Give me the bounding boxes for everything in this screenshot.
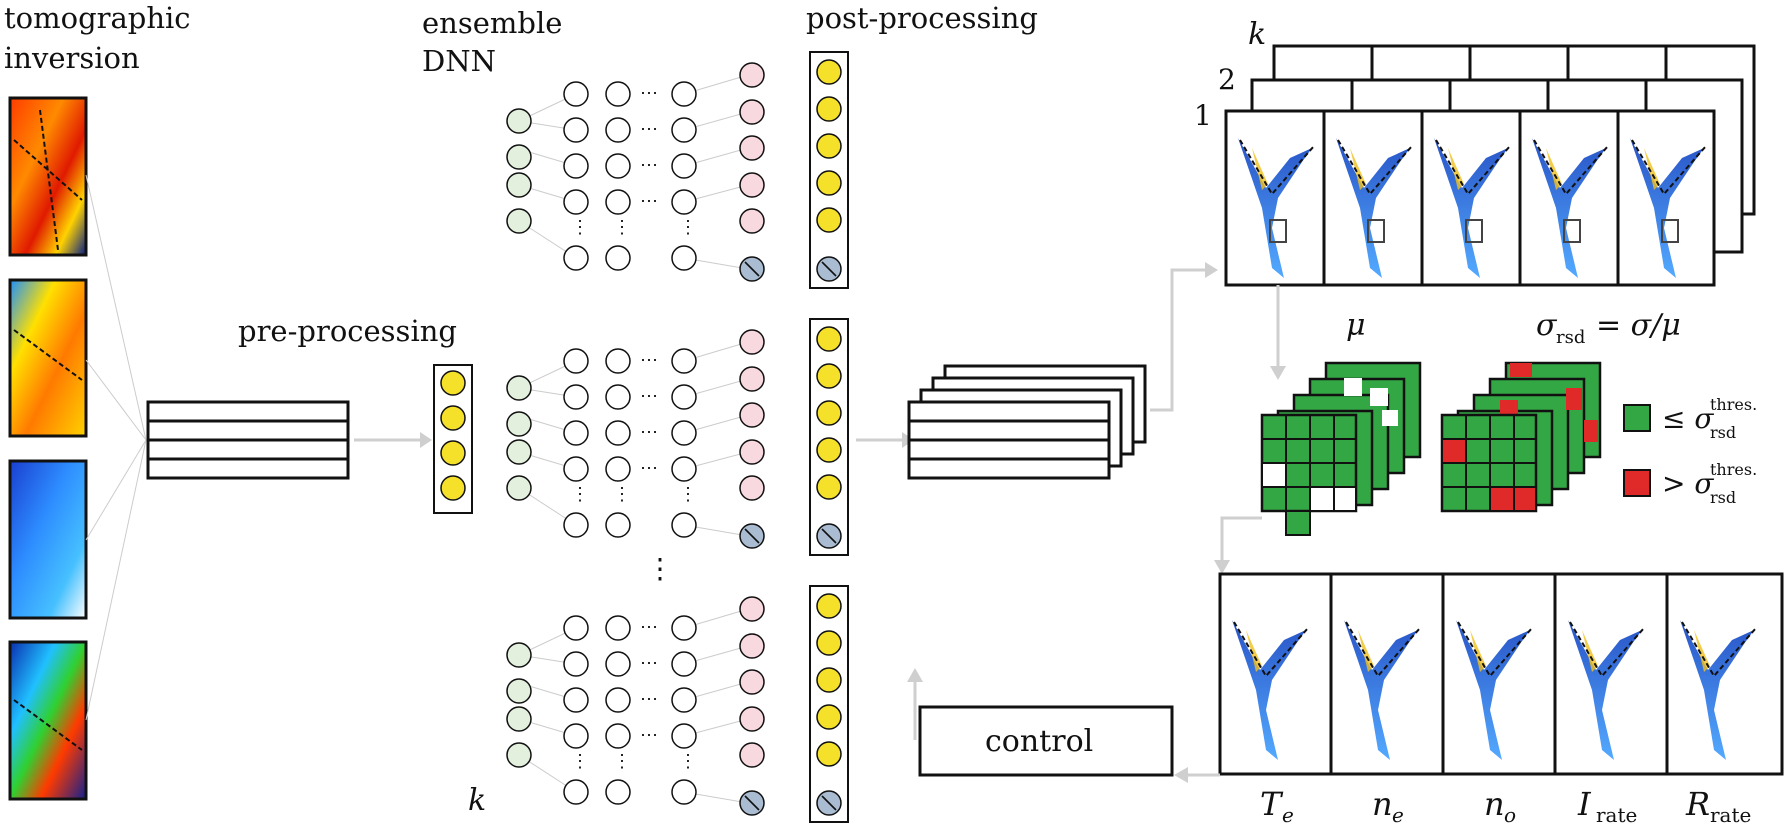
dnn-network-2	[507, 330, 764, 548]
svg-text:e: e	[1282, 803, 1294, 827]
svg-text:I: I	[1577, 785, 1592, 823]
svg-text:n: n	[1372, 785, 1393, 823]
postprocessing-label: post-processing	[806, 1, 1038, 35]
svg-text:> σ: > σ	[1662, 467, 1714, 500]
ensemble-label: ensemble	[422, 6, 562, 40]
mu-label: μ	[1346, 308, 1366, 343]
dnn-network-1: ⋯ ⋯ ⋯ ⋯ ⋮ ⋮ ⋮	[506, 62, 765, 282]
stack-k-label: k	[1248, 17, 1266, 52]
input-buffer	[146, 400, 350, 480]
svg-text:⋯: ⋯	[640, 191, 658, 212]
svg-text:n: n	[1484, 785, 1505, 823]
threshold-legend: ≤ σ thres. rsd > σ thres. rsd	[1623, 395, 1757, 507]
postprocessing-vector-k	[810, 586, 848, 822]
sigma-rsd-label: σ rsd = σ/μ	[1536, 308, 1681, 348]
arrow-to-map-stack	[1150, 268, 1205, 412]
k-label-bottom: k	[468, 783, 486, 818]
hdots-icon: ⋯	[640, 83, 658, 104]
vdots-icon: ⋮	[571, 217, 589, 238]
svg-text:R: R	[1685, 785, 1710, 823]
inversion-label: inversion	[4, 41, 140, 75]
preprocessing-vector	[433, 364, 473, 514]
svg-text:≤ σ: ≤ σ	[1662, 402, 1714, 435]
postprocessing-vector-2	[810, 319, 848, 555]
svg-text:o: o	[1504, 803, 1516, 827]
arrow-to-output-maps	[1220, 516, 1262, 562]
svg-text:⋮: ⋮	[679, 217, 697, 238]
svg-text:σ: σ	[1536, 308, 1558, 343]
postprocessing-vector-1	[809, 51, 849, 289]
tomographic-images	[8, 96, 88, 801]
dnn-label: DNN	[422, 44, 496, 78]
control-label: control	[985, 724, 1093, 759]
sigma-grid-stack	[1440, 361, 1602, 513]
control-box	[918, 705, 1174, 777]
output-buffer-stack	[907, 364, 1147, 480]
svg-text:thres.: thres.	[1710, 460, 1757, 479]
preprocessing-label: pre-processing	[238, 314, 457, 348]
tomographic-label: tomographic	[4, 1, 191, 35]
svg-text:e: e	[1392, 803, 1404, 827]
svg-text:⋯: ⋯	[640, 119, 658, 140]
svg-text:T: T	[1260, 785, 1284, 823]
mu-grid-stack	[1260, 361, 1422, 536]
image-fan-lines	[85, 174, 147, 721]
svg-text:rate: rate	[1596, 803, 1637, 827]
svg-text:⋯: ⋯	[640, 155, 658, 176]
stack-1-label: 1	[1194, 99, 1212, 132]
svg-text:rsd: rsd	[1710, 423, 1736, 442]
svg-text:thres.: thres.	[1710, 395, 1757, 414]
svg-text:rate: rate	[1710, 803, 1751, 827]
svg-text:⋮: ⋮	[613, 217, 631, 238]
ensemble-vdots: ⋮	[646, 552, 674, 585]
dnn-network-k	[507, 597, 764, 815]
svg-text:rsd: rsd	[1710, 488, 1736, 507]
output-labels: T e n e n o I rate R rate	[1260, 785, 1751, 827]
svg-text:rsd: rsd	[1556, 327, 1585, 348]
svg-text:= σ/μ: = σ/μ	[1596, 308, 1681, 343]
stack-2-label: 2	[1218, 63, 1236, 96]
map-stack-front	[1224, 109, 1716, 287]
output-maps	[1218, 572, 1784, 776]
